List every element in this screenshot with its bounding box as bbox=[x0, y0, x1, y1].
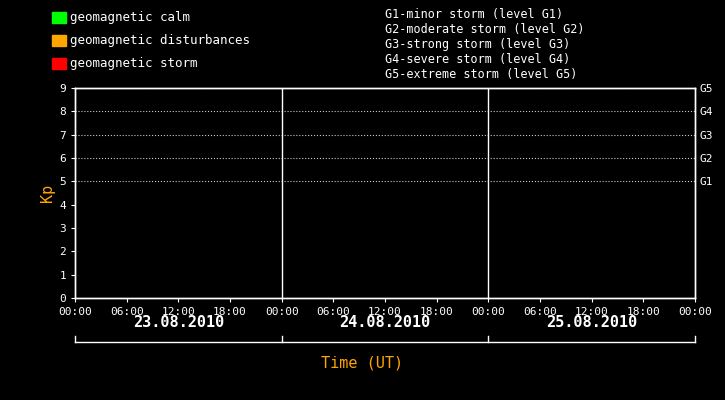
Text: geomagnetic calm: geomagnetic calm bbox=[70, 11, 190, 24]
Text: 24.08.2010: 24.08.2010 bbox=[339, 315, 431, 330]
Text: G1-minor storm (level G1): G1-minor storm (level G1) bbox=[385, 8, 563, 21]
Text: G3-strong storm (level G3): G3-strong storm (level G3) bbox=[385, 38, 571, 51]
Text: Time (UT): Time (UT) bbox=[321, 355, 404, 370]
Y-axis label: Kp: Kp bbox=[40, 184, 55, 202]
Text: 23.08.2010: 23.08.2010 bbox=[133, 315, 224, 330]
Text: G2-moderate storm (level G2): G2-moderate storm (level G2) bbox=[385, 23, 584, 36]
Text: G4-severe storm (level G4): G4-severe storm (level G4) bbox=[385, 53, 571, 66]
Text: G5-extreme storm (level G5): G5-extreme storm (level G5) bbox=[385, 68, 577, 81]
Text: geomagnetic storm: geomagnetic storm bbox=[70, 57, 197, 70]
Text: 25.08.2010: 25.08.2010 bbox=[546, 315, 637, 330]
Text: geomagnetic disturbances: geomagnetic disturbances bbox=[70, 34, 250, 47]
